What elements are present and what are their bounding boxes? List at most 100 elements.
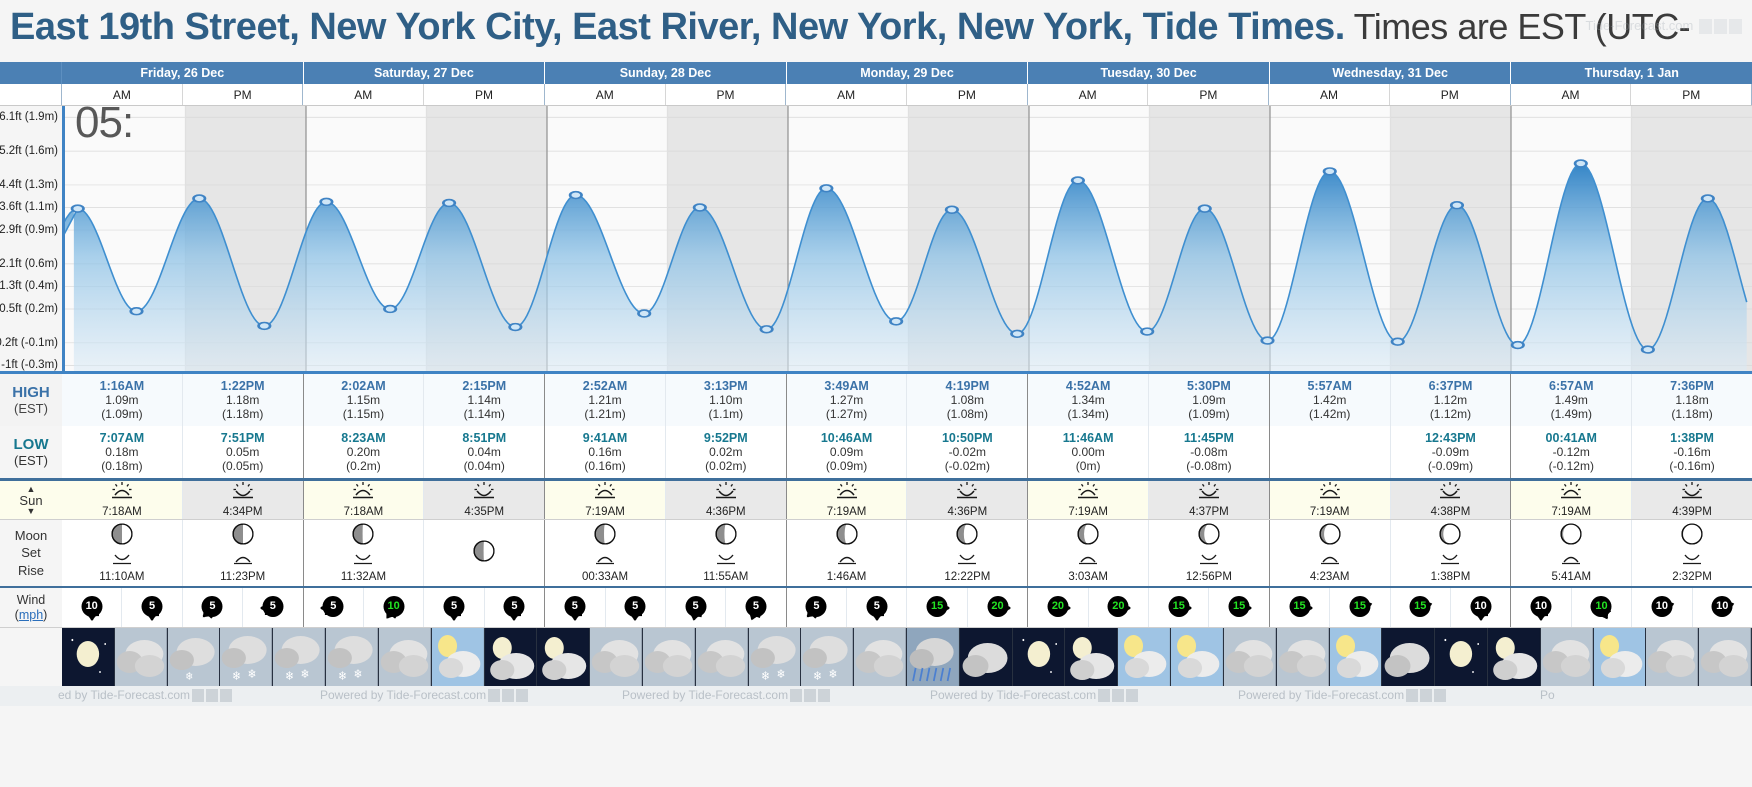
day-header-6[interactable]: Thursday, 1 Jan <box>1584 66 1679 80</box>
weather-cell-25 <box>1382 628 1436 686</box>
moon-time: 11:23PM <box>220 571 266 583</box>
sun-cell-0-am: 7:18AM <box>62 481 183 519</box>
wind-barb-icon: 10 <box>77 593 107 623</box>
weather-clear-night-icon <box>1012 628 1065 686</box>
low-tide-cell-0-am: 7:07AM 0.18m (0.18m) <box>62 426 183 478</box>
weather-cell-21 <box>1171 628 1224 686</box>
moonrise-icon <box>231 550 255 570</box>
svg-text:❄: ❄ <box>185 671 193 683</box>
high-tide-height: 1.18m <box>1675 393 1709 407</box>
weather-cloudy-icon <box>1223 628 1276 686</box>
ampm-cell-2-am: AM <box>545 84 666 105</box>
high-tide-time: 4:19PM <box>945 379 990 393</box>
ampm-cell-2-pm: PM <box>666 84 787 105</box>
moon-row: Moon Set Rise 11:10AM 11:23PM 11:32AM 00:33… <box>0 520 1752 588</box>
low-tide-height-alt: (-0.12m) <box>1548 459 1594 473</box>
high-tide-height-alt: (1.49m) <box>1550 407 1592 421</box>
weather-cell-10 <box>590 628 643 686</box>
footer-watermark-0: ed by Tide-Forecast.com <box>58 688 233 703</box>
day-header-2[interactable]: Sunday, 28 Dec <box>545 62 787 84</box>
day-header-0[interactable]: Friday, 26 Dec <box>62 62 304 84</box>
low-tide-time: 9:41AM <box>582 431 628 445</box>
wind-barb-icon: 5 <box>862 593 892 623</box>
svg-text:❄: ❄ <box>338 670 347 683</box>
weather-cell-3: ❄ ❄ <box>220 628 274 686</box>
low-tide-height-alt: (0m) <box>1075 459 1101 473</box>
wind-unit-link[interactable]: mph <box>18 607 44 622</box>
moonrise-icon <box>1318 550 1342 570</box>
low-tide-height-alt: (-0.16m) <box>1669 459 1715 473</box>
wind-cells: 10 5 5 5 5 10 5 5 5 5 5 5 5 5 15 20 20 20 15 15 15 15 15 10 10 10… <box>62 588 1752 627</box>
day-header-3[interactable]: Monday, 29 Dec <box>787 62 1029 84</box>
wind-cell-6: 5 <box>424 588 485 627</box>
wind-barb-icon: 10 <box>1586 593 1616 623</box>
high-tide-label: HIGH (EST) <box>0 374 62 426</box>
svg-text:❄: ❄ <box>301 668 310 681</box>
low-tide-cell-2-pm: 9:52PM 0.02m (0.02m) <box>666 426 787 478</box>
svg-text:❄: ❄ <box>248 668 257 681</box>
wind-barb-icon: 5 <box>801 593 831 623</box>
chart-y-axis: 6.1ft (1.9m) 5.2ft (1.6m) 4.4ft (1.3m) 3.6f… <box>0 106 62 371</box>
day-header-5[interactable]: Wednesday, 31 Dec <box>1270 62 1512 84</box>
high-tide-height-alt: (1.14m) <box>463 407 505 421</box>
weather-cloudy-icon <box>1276 628 1329 686</box>
moon-phase-icon <box>1319 523 1341 550</box>
low-tide-label-text: LOW <box>13 436 49 453</box>
moon-cell-2-am: 00:33AM <box>545 520 666 586</box>
wind-barb-icon: 5 <box>137 593 167 623</box>
low-tide-cells: 7:07AM 0.18m (0.18m) 7:51PM 0.05m (0.05m) 8:23… <box>62 426 1752 478</box>
watermark-box-icon <box>516 689 529 703</box>
weather-partly-sunny-icon <box>1118 628 1171 686</box>
wind-barb-icon: 5 <box>620 593 650 623</box>
sun-row: ▲ Sun ▼ 7:18AM 4:34PM 7:18AM 4:35PM 7:19AM 4:… <box>0 481 1752 520</box>
svg-text:❄: ❄ <box>354 668 363 681</box>
day-header-1[interactable]: Saturday, 27 Dec <box>304 62 546 84</box>
high-tide-cell-6-pm: 7:36PM 1.18m (1.18m) <box>1632 374 1752 426</box>
moon-phase-icon <box>715 523 737 550</box>
weather-cell-26 <box>1435 628 1488 686</box>
weather-cloudy-icon <box>1540 628 1593 686</box>
moonset-icon <box>714 550 738 570</box>
wind-cell-5: 10 <box>364 588 425 627</box>
moon-cell-5-am: 4:23AM <box>1270 520 1391 586</box>
ampm-cell-1-am: AM <box>303 84 425 105</box>
weather-cloudy-snow-icon: ❄ ❄ <box>220 628 273 686</box>
sun-cell-4-pm: 4:37PM <box>1149 481 1270 519</box>
chart-plot-area[interactable]: 05: <box>62 106 1752 371</box>
ampm-cell-4-pm: PM <box>1148 84 1270 105</box>
high-tide-height-alt: (1.09m) <box>101 407 143 421</box>
high-tide-height: 1.42m <box>1313 393 1347 407</box>
low-tide-height: -0.08m <box>1190 445 1228 459</box>
weather-cell-4: ❄ ❄ <box>273 628 327 686</box>
weather-cell-20 <box>1118 628 1172 686</box>
sun-cell-1-am: 7:18AM <box>304 481 425 519</box>
low-tide-time: 7:07AM <box>99 431 145 445</box>
watermark-box-icon <box>1699 19 1712 35</box>
svg-text:❄: ❄ <box>285 670 294 683</box>
y-axis-tick-1: 5.2ft (1.6m) <box>0 145 58 158</box>
sunset-icon <box>1197 482 1221 505</box>
high-tide-time: 2:52AM <box>582 379 628 393</box>
high-tide-time: 2:02AM <box>341 379 386 393</box>
wind-cell-25: 10 <box>1572 588 1633 627</box>
moon-phase-icon <box>352 523 375 550</box>
sun-cell-6-am: 7:19AM <box>1511 481 1633 519</box>
low-tide-time: 12:43PM <box>1425 431 1476 445</box>
low-tide-height: 0.18m <box>105 445 139 459</box>
low-tide-height-alt: (-0.09m) <box>1427 459 1474 473</box>
wind-speed-badge: 5 <box>745 595 767 617</box>
y-axis-tick-7: 0.5ft (0.2m) <box>0 302 58 315</box>
day-header-row: Friday, 26 Dec Saturday, 27 Dec Sunday, … <box>0 62 1752 84</box>
low-tide-cell-6-pm: 1:38PM -0.16m (-0.16m) <box>1632 426 1752 478</box>
moon-cells: 11:10AM 11:23PM 11:32AM 00:33AM 11:55AM 1:46A… <box>62 520 1752 586</box>
weather-cell-19 <box>1065 628 1119 686</box>
wind-barb-icon: 5 <box>499 593 529 623</box>
low-tide-time: 8:23AM <box>341 431 386 445</box>
wind-cell-21: 15 <box>1330 588 1391 627</box>
moonset-icon <box>110 550 134 570</box>
sunset-time: 4:34PM <box>222 506 263 518</box>
sun-cell-2-pm: 4:36PM <box>665 481 787 519</box>
day-header-4[interactable]: Tuesday, 30 Dec <box>1028 62 1270 84</box>
moon-set-label: Set <box>21 545 41 561</box>
